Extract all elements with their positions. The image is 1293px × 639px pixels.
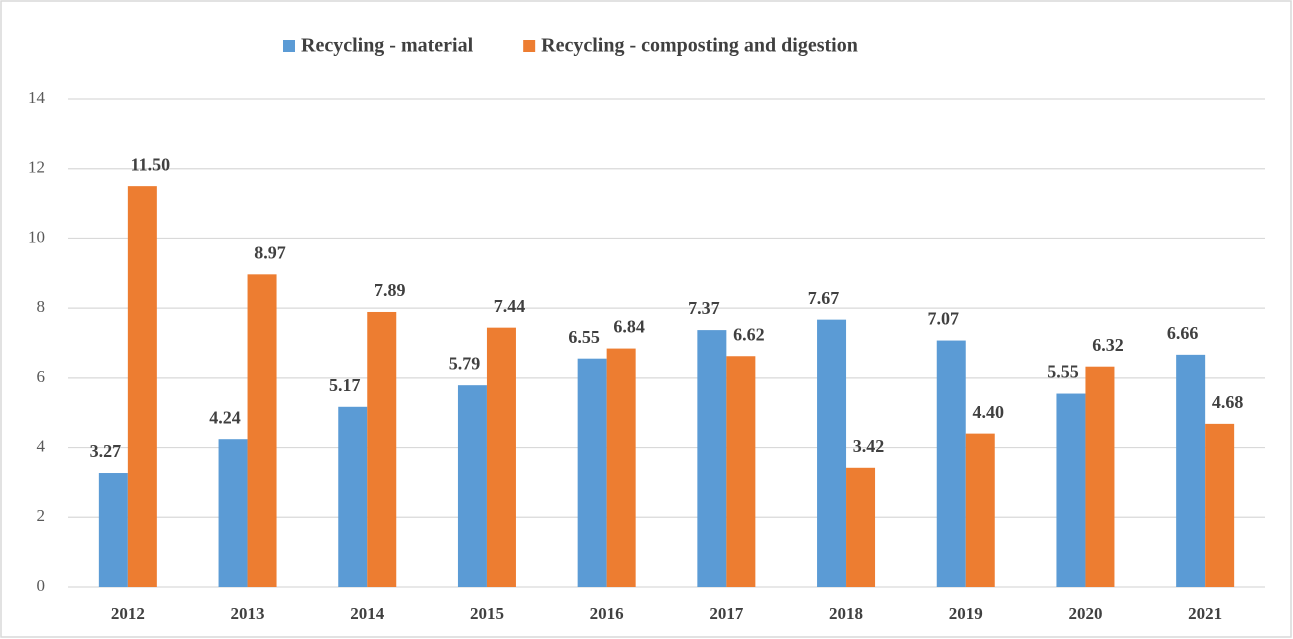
x-tick-label: 2020 [1068, 604, 1102, 623]
y-tick-label: 0 [37, 576, 46, 595]
legend-swatch [283, 40, 295, 52]
value-label: 3.42 [853, 436, 885, 456]
value-label: 7.67 [808, 288, 840, 308]
x-tick-label: 2012 [111, 604, 145, 623]
bar [936, 340, 966, 587]
bar [247, 274, 277, 587]
value-label: 11.50 [131, 154, 171, 174]
y-tick-label: 14 [28, 88, 46, 107]
bar [726, 356, 756, 587]
value-label: 5.17 [329, 375, 361, 395]
y-tick-label: 12 [28, 158, 45, 177]
bar [817, 319, 847, 587]
value-label: 3.27 [90, 441, 122, 461]
bar [606, 348, 636, 587]
bar [965, 433, 995, 587]
bar [486, 327, 516, 587]
x-tick-label: 2021 [1188, 604, 1222, 623]
bar [697, 330, 727, 587]
legend-label: Recycling - composting and digestion [541, 35, 858, 57]
value-label: 8.97 [254, 242, 286, 262]
bar [577, 358, 607, 587]
bar [1085, 366, 1115, 587]
value-label: 4.40 [973, 402, 1005, 422]
value-label: 7.44 [494, 296, 526, 316]
value-label: 5.55 [1047, 362, 1079, 382]
bar [1056, 393, 1086, 587]
value-label: 6.55 [568, 327, 600, 347]
x-tick-label: 2019 [949, 604, 983, 623]
legend-label: Recycling - material [301, 35, 474, 57]
y-tick-label: 8 [37, 297, 46, 316]
bar [127, 186, 157, 587]
x-tick-label: 2016 [590, 604, 624, 623]
y-tick-label: 4 [37, 436, 46, 455]
bar [1176, 354, 1206, 587]
value-label: 7.89 [374, 280, 406, 300]
value-label: 7.37 [688, 298, 720, 318]
value-label: 6.84 [613, 317, 645, 337]
x-tick-label: 2015 [470, 604, 504, 623]
x-tick-label: 2018 [829, 604, 863, 623]
x-tick-label: 2013 [231, 604, 265, 623]
legend: Recycling - material Recycling - composti… [283, 35, 858, 57]
value-label: 6.62 [733, 324, 765, 344]
bar [367, 311, 397, 587]
value-label: 5.79 [449, 353, 481, 373]
y-tick-label: 6 [37, 367, 46, 386]
y-tick-label: 10 [28, 227, 45, 246]
value-label: 6.32 [1092, 335, 1124, 355]
value-label: 6.66 [1167, 323, 1199, 343]
bar [457, 385, 487, 587]
bar [98, 473, 128, 587]
bar [338, 406, 368, 587]
bar [218, 439, 248, 587]
value-label: 4.68 [1212, 392, 1244, 412]
bar [846, 467, 876, 587]
legend-swatch [523, 40, 536, 52]
value-label: 7.07 [928, 309, 960, 329]
bar [1205, 423, 1235, 587]
value-label: 4.24 [209, 407, 241, 427]
y-tick-label: 2 [37, 506, 46, 525]
x-tick-label: 2014 [350, 604, 385, 623]
x-tick-label: 2017 [709, 604, 744, 623]
